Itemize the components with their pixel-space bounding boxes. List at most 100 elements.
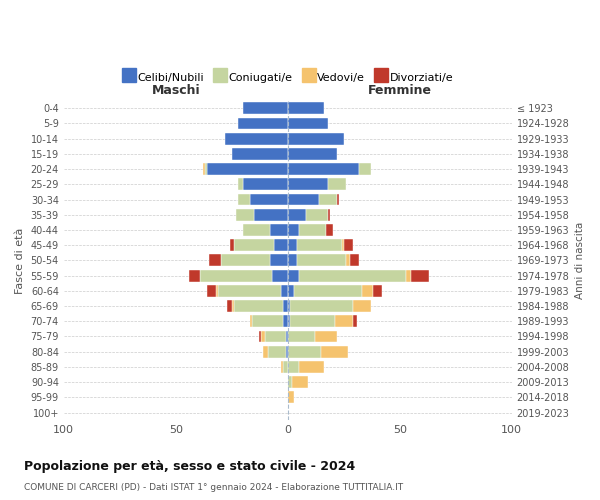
Bar bbox=[221, 254, 270, 266]
Bar bbox=[234, 300, 283, 312]
Bar bbox=[252, 316, 283, 327]
Bar bbox=[319, 194, 337, 205]
Bar bbox=[288, 392, 295, 404]
Bar bbox=[299, 361, 323, 373]
Bar bbox=[238, 178, 243, 190]
Bar bbox=[341, 239, 344, 251]
Bar bbox=[281, 361, 283, 373]
Bar bbox=[207, 163, 288, 175]
Bar bbox=[288, 132, 344, 144]
Bar bbox=[288, 330, 314, 342]
Bar bbox=[205, 163, 207, 175]
Bar bbox=[337, 194, 339, 205]
Bar bbox=[232, 148, 288, 160]
Bar bbox=[288, 285, 295, 297]
Bar bbox=[265, 330, 286, 342]
Text: Femmine: Femmine bbox=[368, 84, 432, 98]
Bar bbox=[238, 194, 250, 205]
Bar bbox=[286, 330, 288, 342]
Bar bbox=[353, 316, 357, 327]
Text: Popolazione per età, sesso e stato civile - 2024: Popolazione per età, sesso e stato civil… bbox=[24, 460, 355, 473]
Bar bbox=[238, 118, 288, 130]
Bar bbox=[288, 148, 337, 160]
Bar bbox=[288, 361, 299, 373]
Bar bbox=[288, 376, 292, 388]
Bar bbox=[290, 300, 353, 312]
Bar bbox=[230, 239, 234, 251]
Bar bbox=[411, 270, 429, 281]
Bar bbox=[189, 270, 200, 281]
Bar bbox=[288, 300, 290, 312]
Y-axis label: Anni di nascita: Anni di nascita bbox=[575, 222, 585, 299]
Bar bbox=[225, 132, 288, 144]
Bar bbox=[297, 239, 341, 251]
Bar bbox=[209, 254, 221, 266]
Bar bbox=[254, 209, 288, 220]
Y-axis label: Fasce di età: Fasce di età bbox=[15, 227, 25, 294]
Bar bbox=[243, 178, 288, 190]
Bar bbox=[263, 346, 268, 358]
Bar bbox=[261, 330, 265, 342]
Bar bbox=[335, 316, 353, 327]
Bar bbox=[322, 346, 348, 358]
Bar bbox=[250, 194, 288, 205]
Bar bbox=[288, 178, 328, 190]
Bar bbox=[288, 270, 299, 281]
Bar bbox=[259, 330, 261, 342]
Legend: Celibi/Nubili, Coniugati/e, Vedovi/e, Divorziati/e: Celibi/Nubili, Coniugati/e, Vedovi/e, Di… bbox=[118, 68, 458, 87]
Bar bbox=[250, 316, 252, 327]
Bar bbox=[288, 209, 305, 220]
Bar bbox=[305, 209, 328, 220]
Bar bbox=[288, 118, 328, 130]
Bar bbox=[297, 254, 346, 266]
Bar bbox=[274, 239, 288, 251]
Bar bbox=[406, 270, 411, 281]
Bar bbox=[270, 224, 288, 236]
Bar bbox=[288, 102, 323, 114]
Bar bbox=[328, 209, 331, 220]
Bar bbox=[290, 316, 335, 327]
Bar bbox=[283, 300, 288, 312]
Bar bbox=[218, 285, 281, 297]
Bar bbox=[216, 285, 218, 297]
Bar bbox=[288, 224, 299, 236]
Bar bbox=[346, 254, 350, 266]
Bar bbox=[270, 254, 288, 266]
Bar bbox=[207, 285, 216, 297]
Bar bbox=[203, 163, 205, 175]
Bar bbox=[272, 270, 288, 281]
Bar bbox=[288, 254, 297, 266]
Bar bbox=[299, 224, 326, 236]
Text: COMUNE DI CARCERI (PD) - Dati ISTAT 1° gennaio 2024 - Elaborazione TUTTITALIA.IT: COMUNE DI CARCERI (PD) - Dati ISTAT 1° g… bbox=[24, 482, 403, 492]
Bar bbox=[288, 316, 290, 327]
Bar bbox=[288, 346, 322, 358]
Bar bbox=[288, 163, 359, 175]
Bar bbox=[299, 270, 406, 281]
Bar bbox=[288, 194, 319, 205]
Bar bbox=[328, 178, 346, 190]
Bar bbox=[234, 239, 274, 251]
Bar bbox=[200, 270, 272, 281]
Bar bbox=[344, 239, 353, 251]
Bar bbox=[243, 224, 270, 236]
Bar bbox=[286, 346, 288, 358]
Bar bbox=[227, 300, 232, 312]
Bar bbox=[283, 316, 288, 327]
Bar bbox=[353, 300, 371, 312]
Bar bbox=[268, 346, 286, 358]
Bar bbox=[373, 285, 382, 297]
Bar bbox=[359, 163, 371, 175]
Bar bbox=[292, 376, 308, 388]
Bar bbox=[232, 300, 234, 312]
Bar bbox=[314, 330, 337, 342]
Bar bbox=[362, 285, 373, 297]
Bar bbox=[283, 361, 288, 373]
Bar bbox=[288, 239, 297, 251]
Bar bbox=[326, 224, 332, 236]
Text: Maschi: Maschi bbox=[151, 84, 200, 98]
Bar bbox=[350, 254, 359, 266]
Bar bbox=[281, 285, 288, 297]
Bar bbox=[243, 102, 288, 114]
Bar bbox=[236, 209, 254, 220]
Bar bbox=[295, 285, 362, 297]
